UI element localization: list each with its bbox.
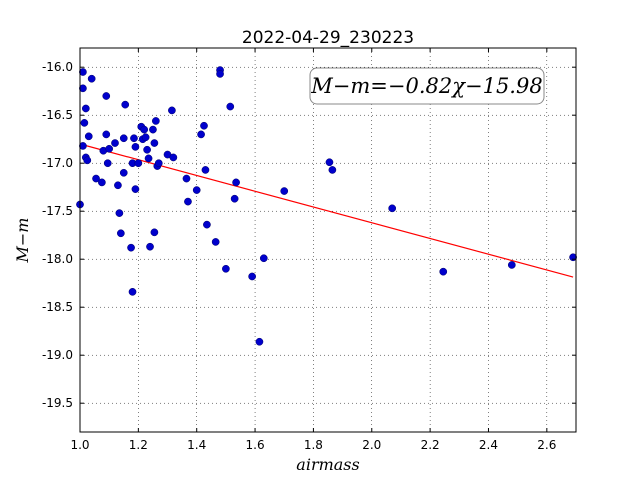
fit-equation: M−m=−0.82χ−15.98 — [310, 74, 542, 98]
data-point — [203, 220, 211, 229]
data-point — [127, 243, 135, 252]
data-point — [150, 139, 159, 147]
data-point — [119, 168, 128, 177]
data-point — [140, 125, 149, 134]
y-tick-label: -17.0 — [42, 156, 73, 170]
data-point — [115, 209, 124, 217]
data-point — [388, 204, 397, 213]
data-point — [168, 106, 176, 115]
data-point — [98, 178, 106, 187]
data-point — [131, 185, 140, 193]
x-tick-label: 1.2 — [129, 438, 148, 452]
data-point — [216, 70, 224, 78]
data-point — [248, 272, 256, 281]
data-point — [230, 194, 239, 203]
data-point — [226, 102, 235, 111]
data-point — [116, 229, 125, 238]
data-point — [121, 100, 130, 109]
data-point — [79, 68, 87, 76]
data-point — [149, 125, 157, 134]
data-point — [143, 145, 151, 154]
y-tick-label: -18.5 — [42, 300, 73, 314]
fit-line-group — [79, 143, 574, 278]
x-tick-label: 2.2 — [421, 438, 440, 452]
data-point — [84, 132, 93, 141]
x-tick-label: 2.4 — [479, 438, 498, 452]
data-point — [255, 337, 264, 346]
data-point — [146, 242, 154, 251]
equation-box-frame — [309, 67, 545, 105]
data-point — [192, 186, 201, 194]
data-point — [169, 153, 178, 162]
y-tick-label: -17.5 — [42, 204, 73, 218]
data-point — [325, 158, 334, 167]
y-tick-label: -18.0 — [42, 252, 73, 266]
x-tick-label: 1.6 — [246, 438, 265, 452]
y-tick-label: -16.0 — [42, 60, 73, 74]
data-point — [259, 254, 268, 263]
data-point — [81, 104, 90, 113]
y-tick-label: -16.5 — [42, 108, 73, 122]
data-point — [211, 238, 220, 246]
equation-box: M−m=−0.82χ−15.98 — [309, 67, 545, 105]
data-point — [128, 287, 137, 296]
data-point — [144, 154, 153, 163]
x-axis-label: airmass — [296, 455, 359, 474]
data-point — [111, 139, 119, 147]
data-point — [150, 228, 159, 237]
data-point — [200, 121, 208, 130]
plot-frame — [79, 47, 577, 433]
data-point — [79, 84, 87, 93]
data-points — [76, 66, 577, 346]
data-point — [201, 166, 210, 174]
chart-title: 2022-04-29_230223 — [242, 28, 414, 48]
data-point — [83, 156, 92, 165]
data-point — [184, 197, 192, 206]
data-point — [114, 181, 122, 190]
data-point — [328, 166, 337, 174]
data-point — [103, 159, 112, 168]
y-axis-label: M−m — [13, 218, 32, 264]
y-tick-label: -19.0 — [42, 348, 73, 362]
data-point — [154, 159, 163, 168]
data-point — [507, 261, 516, 269]
data-point — [105, 144, 114, 153]
data-point — [182, 174, 191, 183]
data-point — [152, 117, 160, 125]
x-tick-label: 1.8 — [304, 438, 323, 452]
data-point — [87, 74, 96, 83]
axis-ticks: 1.0 1.2 1.4 1.6 1.8 2.0 2.2 2.4 2.6 -16.0 -16.5 -17… — [42, 48, 576, 452]
fit-line — [79, 143, 574, 278]
data-point — [131, 143, 140, 151]
data-point — [134, 159, 143, 168]
x-tick-label: 1.0 — [70, 438, 89, 452]
y-tick-label: -19.5 — [42, 396, 73, 410]
data-point — [222, 264, 230, 273]
data-point — [119, 134, 128, 143]
x-tick-label: 1.4 — [187, 438, 206, 452]
x-tick-label: 2.6 — [537, 438, 556, 452]
data-point — [130, 134, 138, 143]
data-point — [102, 130, 111, 139]
data-point — [80, 119, 89, 127]
data-point — [79, 142, 87, 150]
data-point — [439, 267, 448, 276]
data-point — [92, 174, 100, 183]
data-point — [232, 178, 240, 187]
data-point — [141, 133, 150, 142]
data-point — [280, 187, 289, 195]
data-point — [102, 92, 111, 100]
plot-area — [80, 48, 576, 432]
data-point — [197, 130, 205, 139]
x-tick-label: 2.0 — [362, 438, 381, 452]
